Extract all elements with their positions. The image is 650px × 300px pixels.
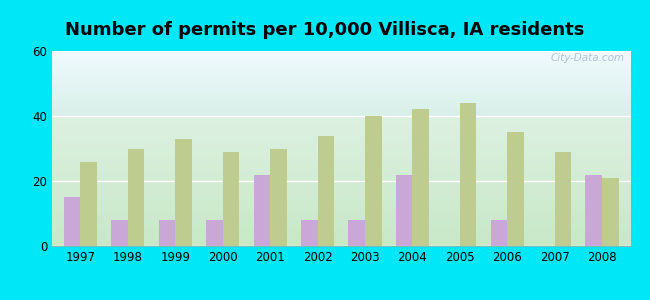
- Bar: [128, 148, 144, 246]
- Bar: [318, 136, 334, 246]
- Text: Number of permits per 10,000 Villisca, IA residents: Number of permits per 10,000 Villisca, I…: [65, 21, 585, 39]
- Bar: [254, 175, 270, 246]
- Bar: [396, 175, 412, 246]
- Bar: [412, 110, 429, 246]
- Bar: [64, 197, 81, 246]
- Bar: [348, 220, 365, 246]
- Bar: [301, 220, 318, 246]
- Bar: [602, 178, 619, 246]
- Bar: [554, 152, 571, 246]
- Bar: [206, 220, 223, 246]
- Bar: [159, 220, 176, 246]
- Text: City-Data.com: City-Data.com: [551, 53, 625, 63]
- Bar: [507, 132, 524, 246]
- Bar: [365, 116, 382, 246]
- Bar: [586, 175, 602, 246]
- Bar: [223, 152, 239, 246]
- Bar: [270, 148, 287, 246]
- Bar: [460, 103, 476, 246]
- Bar: [111, 220, 128, 246]
- Bar: [81, 161, 97, 246]
- Bar: [176, 139, 192, 246]
- Bar: [491, 220, 507, 246]
